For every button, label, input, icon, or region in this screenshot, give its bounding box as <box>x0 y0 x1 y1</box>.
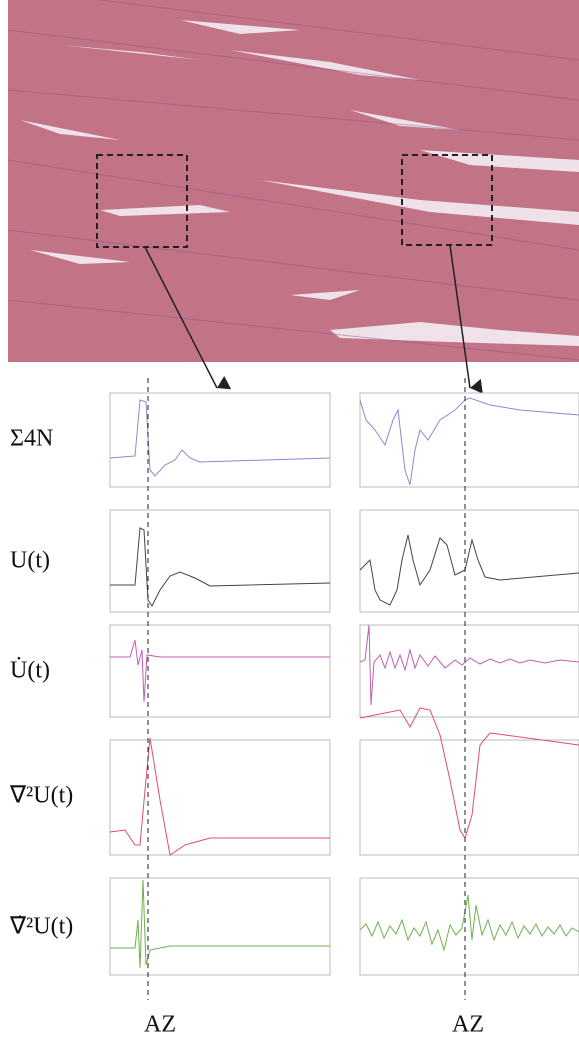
row-label: ∇²U(t) <box>9 783 73 809</box>
histology-image <box>7 0 579 394</box>
row-label: ∇̇²U(t) <box>9 914 73 940</box>
trace-panels <box>109 378 579 1000</box>
row-label: U(t) <box>10 548 50 574</box>
az-label: AZ <box>144 1012 176 1038</box>
row-label: U̇(t) <box>10 657 50 684</box>
az-label: AZ <box>452 1012 484 1038</box>
row-label: Σ4N <box>10 426 53 452</box>
